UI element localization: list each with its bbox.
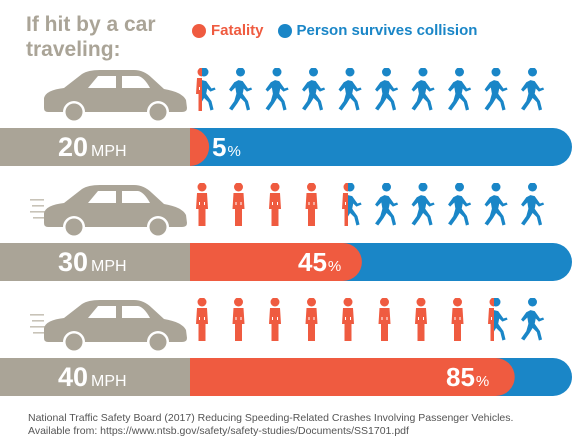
person-icon	[196, 298, 208, 341]
person-icon	[484, 183, 508, 226]
car-shape	[44, 185, 187, 238]
speed-bar-gray	[0, 128, 190, 166]
car-shape	[44, 300, 187, 353]
speed-bar-gray	[0, 358, 190, 396]
fatality-bar	[0, 243, 579, 281]
percent-symbol: %	[327, 258, 342, 275]
person-icon	[269, 183, 281, 226]
person-icon	[375, 68, 399, 111]
person-icon	[196, 183, 208, 226]
fatality-fill	[190, 358, 515, 396]
speed-value: 30	[58, 247, 89, 277]
person-icon	[232, 183, 245, 226]
person-icon	[448, 183, 472, 226]
person-icon	[269, 298, 281, 341]
person-icon	[521, 183, 545, 226]
fatality-bar	[0, 358, 579, 396]
percent-symbol: %	[475, 373, 490, 390]
person-icon	[378, 298, 391, 341]
person-icon	[229, 68, 253, 111]
person-icon	[448, 68, 472, 111]
speed-unit: MPH	[91, 258, 127, 275]
percent-symbol: %	[227, 143, 241, 160]
speed-label: 40 MPH	[58, 358, 127, 401]
person-icon	[521, 68, 545, 111]
people-icons	[190, 68, 570, 118]
person-icon	[265, 68, 289, 111]
person-icon	[411, 68, 435, 111]
row-30-mph: 30 MPH 45%	[0, 175, 579, 295]
title-text: If hit by a car traveling:	[26, 13, 156, 61]
person-icon	[232, 298, 245, 341]
person-icon	[342, 298, 354, 341]
car-icon	[30, 62, 190, 132]
fatality-fill	[190, 243, 362, 281]
percent-label: 45%	[298, 243, 341, 286]
car-icon	[30, 292, 190, 362]
car-icon	[30, 177, 190, 247]
fatality-legend-dot	[192, 23, 206, 38]
percent-label: 85%	[446, 358, 489, 401]
person-icon	[302, 68, 326, 111]
survive-bar	[190, 128, 572, 166]
car-shape	[44, 70, 187, 123]
person-icon	[375, 183, 399, 226]
person-icon	[411, 183, 435, 226]
person-icon	[484, 68, 508, 111]
percent-value: 5	[212, 132, 227, 162]
speed-line	[32, 205, 44, 207]
speed-value: 20	[58, 132, 89, 162]
source-line-2: Available from: https://www.ntsb.gov/saf…	[28, 425, 409, 437]
fatality-bar	[0, 128, 579, 166]
speed-line	[33, 217, 44, 219]
fatality-legend-label: Fatality	[211, 22, 264, 39]
source-line-1: National Traffic Safety Board (2017) Red…	[28, 412, 514, 424]
person-icon	[305, 183, 318, 226]
person-icon	[451, 298, 464, 341]
percent-value: 45	[298, 247, 327, 277]
row-40-mph: 40 MPH 85%	[0, 290, 579, 410]
speed-line	[30, 199, 44, 201]
speed-unit: MPH	[91, 143, 127, 160]
fatality-fill	[190, 128, 210, 166]
people-icons	[190, 183, 570, 233]
speed-label: 20 MPH	[58, 128, 127, 171]
survive-legend-dot	[277, 23, 292, 38]
people-icons	[190, 298, 570, 348]
speed-label: 30 MPH	[58, 243, 127, 286]
person-icon	[415, 298, 427, 341]
person-icon	[521, 298, 545, 341]
speed-line	[30, 211, 45, 213]
speed-bar-gray	[0, 243, 190, 281]
speed-line	[33, 332, 44, 334]
percent-value: 85	[446, 362, 475, 392]
speed-line	[30, 326, 45, 328]
person-icon	[305, 298, 318, 341]
survive-legend-label: Person survives collision	[296, 22, 478, 39]
speed-line	[30, 314, 44, 316]
speed-unit: MPH	[91, 373, 127, 390]
speed-line	[32, 320, 44, 322]
legend: Fatality Person survives collision	[192, 22, 477, 39]
row-20-mph: 20 MPH 5%	[0, 60, 579, 180]
person-icon	[338, 68, 362, 111]
speed-value: 40	[58, 362, 89, 392]
percent-label: 5%	[212, 128, 241, 171]
